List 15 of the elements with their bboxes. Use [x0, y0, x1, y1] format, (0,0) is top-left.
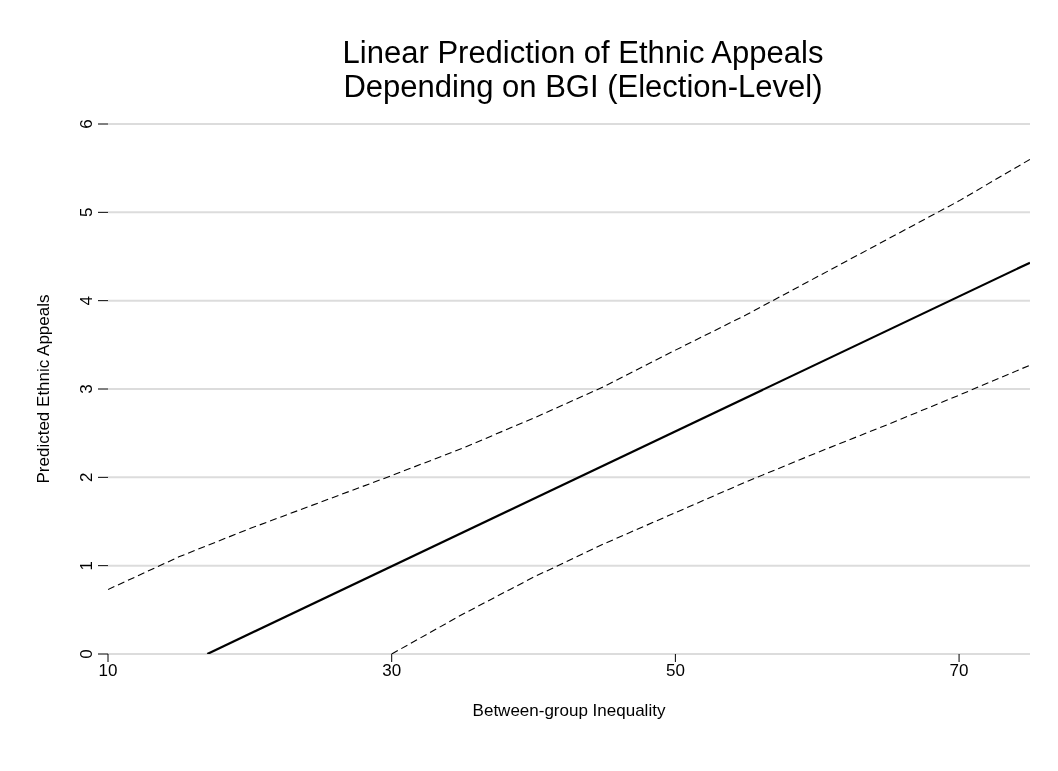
y-tick-label: 4: [77, 295, 96, 306]
x-tick-label: 10: [98, 661, 118, 681]
y-tick-label: 6: [77, 119, 96, 129]
y-tick-label: 0: [77, 649, 96, 659]
chart-title: Linear Prediction of Ethnic Appeals Depending on BGI (Election-Level): [341, 35, 825, 104]
y-tick-label: 5: [77, 207, 96, 218]
x-axis-title: Between-group Inequality: [472, 701, 666, 720]
x-tick-label: 50: [665, 661, 685, 681]
x-tick-label: 70: [949, 661, 969, 681]
line-series: [108, 158, 1030, 591]
y-tick-label: 3: [77, 384, 96, 394]
y-axis-title: Predicted Ethnic Appeals: [34, 294, 54, 484]
y-tick-label: 1: [77, 560, 96, 571]
y-tick-label: 2: [77, 472, 96, 483]
x-tick-label: 30: [382, 661, 402, 681]
